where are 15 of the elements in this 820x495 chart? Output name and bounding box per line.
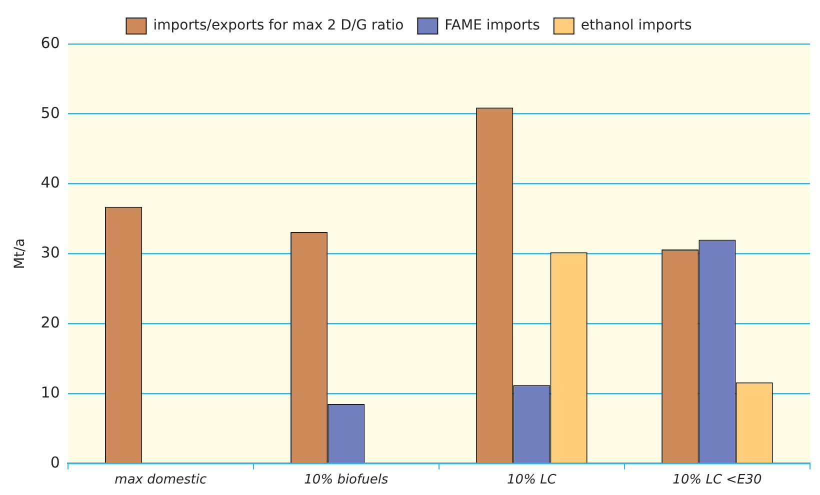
x-tick-label: 10% biofuels (304, 472, 388, 488)
legend-label: ethanol imports (580, 18, 692, 34)
y-tick-label: 0 (50, 453, 60, 472)
y-tick-label: 60 (40, 34, 60, 52)
x-tick-label: 10% LC (507, 472, 558, 488)
y-tick-label: 40 (40, 174, 60, 192)
legend-label: FAME imports (444, 18, 540, 34)
y-axis-title: Mt/a (12, 238, 28, 270)
x-tick-label: max domestic (114, 472, 207, 488)
y-tick-label: 10 (40, 383, 60, 402)
y-tick-label: 30 (40, 244, 60, 262)
y-tick-label: 50 (40, 104, 60, 122)
legend-label: imports/exports for max 2 D/G ratio (153, 18, 404, 34)
y-tick-label: 20 (40, 313, 60, 332)
x-tick-label: 10% LC <E30 (672, 472, 762, 488)
